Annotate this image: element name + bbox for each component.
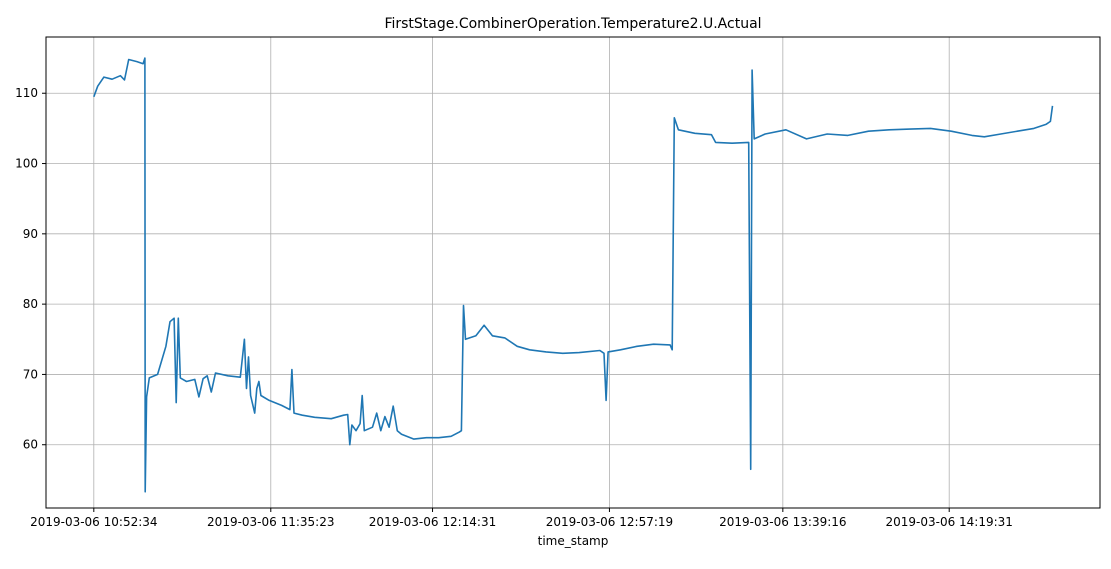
- series-layer: [93, 57, 1054, 493]
- x-tick-label: 2019-03-06 10:52:34: [30, 515, 157, 529]
- grid-lines: [46, 37, 1100, 508]
- x-tick-label: 2019-03-06 11:35:23: [207, 515, 334, 529]
- y-tick-label: 90: [23, 227, 38, 241]
- y-tick-label: 110: [15, 86, 38, 100]
- x-axis-label: time_stamp: [538, 534, 609, 548]
- chart-title: FirstStage.CombinerOperation.Temperature…: [384, 16, 761, 32]
- x-tick-label: 2019-03-06 13:39:16: [719, 515, 846, 529]
- x-tick-label: 2019-03-06 14:19:31: [885, 515, 1012, 529]
- axis-ticks: 60 70 80 90 100 110 2019-03-06 10:52:34 2019-03…: [15, 86, 1013, 529]
- y-tick-label: 100: [15, 157, 38, 171]
- y-tick-label: 60: [23, 438, 38, 452]
- plot-frame: [45, 36, 1101, 509]
- y-tick-label: 70: [23, 367, 38, 381]
- x-tick-label: 2019-03-06 12:57:19: [546, 515, 673, 529]
- y-tick-label: 80: [23, 297, 38, 311]
- series-line: [93, 57, 1054, 493]
- x-tick-label: 2019-03-06 12:14:31: [369, 515, 496, 529]
